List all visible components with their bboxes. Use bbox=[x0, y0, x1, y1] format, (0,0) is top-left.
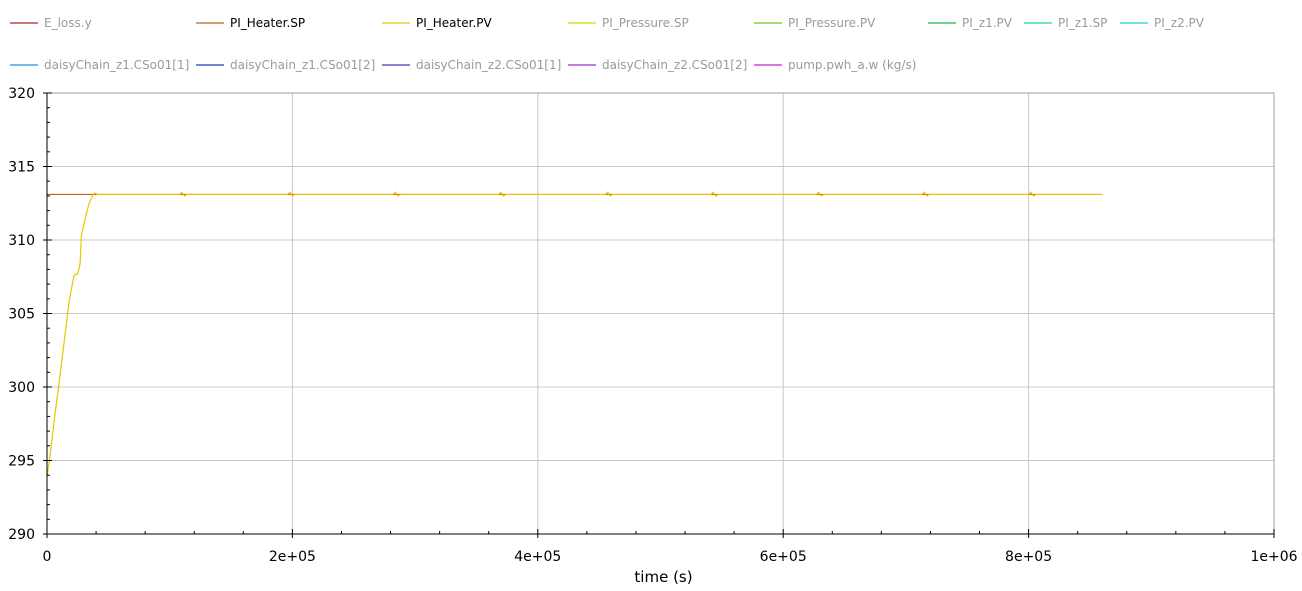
legend-entry: PI_Heater.SP bbox=[230, 16, 305, 30]
y-tick-label: 295 bbox=[8, 454, 35, 470]
y-tick-label: 315 bbox=[8, 160, 35, 176]
legend-entry: PI_z1.PV bbox=[962, 16, 1013, 30]
y-tick-label: 305 bbox=[8, 307, 35, 323]
x-tick-label: 6e+05 bbox=[760, 549, 807, 565]
x-tick-label: 4e+05 bbox=[514, 549, 561, 565]
x-axis-label: time (s) bbox=[634, 568, 692, 586]
series-line-pi-heater-pv bbox=[46, 191, 1103, 477]
y-tick-label: 290 bbox=[8, 527, 35, 543]
grid bbox=[47, 93, 1274, 534]
legend-entry: PI_Pressure.PV bbox=[788, 16, 876, 30]
legend-entry: PI_Heater.PV bbox=[416, 16, 493, 30]
legend-entry: daisyChain_z2.CSo01[2] bbox=[602, 58, 747, 72]
x-tick-label: 8e+05 bbox=[1005, 549, 1052, 565]
y-tick-label: 300 bbox=[8, 380, 35, 396]
legend-entry: daisyChain_z2.CSo01[1] bbox=[416, 58, 561, 72]
legend-entry: PI_Pressure.SP bbox=[602, 16, 689, 30]
legend-entry: daisyChain_z1.CSo01[1] bbox=[44, 58, 189, 72]
legend-entry: pump.pwh_a.w (kg/s) bbox=[788, 58, 916, 72]
legend-entry: PI_z1.SP bbox=[1058, 16, 1107, 30]
y-tick-label: 320 bbox=[8, 86, 35, 102]
legend: E_loss.y PI_Heater.SP PI_Heater.PV PI_Press… bbox=[10, 16, 1205, 72]
legend-entry: E_loss.y bbox=[44, 16, 92, 30]
x-tick-label: 1e+06 bbox=[1250, 549, 1297, 565]
series-layer bbox=[46, 191, 1103, 477]
legend-entry: PI_z2.PV bbox=[1154, 16, 1205, 30]
y-tick-label: 310 bbox=[8, 233, 35, 249]
axes: 290 295 300 305 310 315 320 0 2e+05 4e+05 6e+05 8e+… bbox=[8, 86, 1297, 565]
x-tick-label: 2e+05 bbox=[269, 549, 316, 565]
legend-entry: daisyChain_z1.CSo01[2] bbox=[230, 58, 375, 72]
x-tick-label: 0 bbox=[43, 549, 52, 565]
